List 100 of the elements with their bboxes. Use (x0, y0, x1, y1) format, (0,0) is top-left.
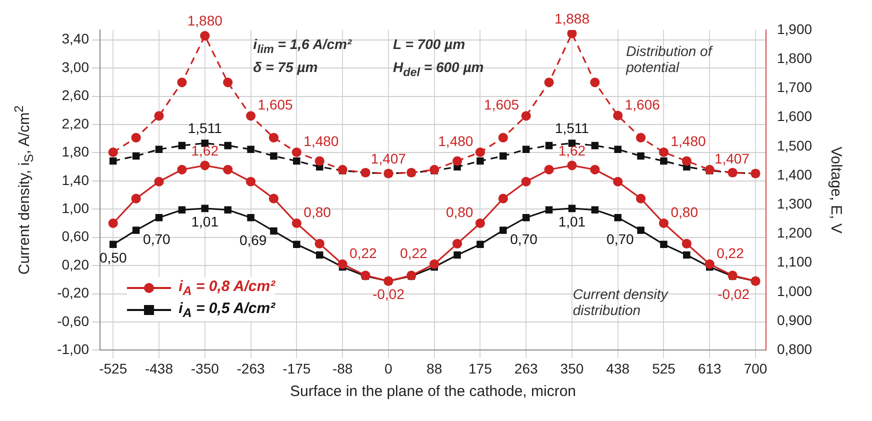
y-tick-label: 0,20 (62, 256, 90, 272)
point (246, 111, 256, 121)
point (270, 152, 278, 160)
point (590, 78, 600, 88)
x-tick-label: 175 (468, 360, 492, 376)
annotation: δ = 75 µm (253, 58, 318, 75)
point (178, 142, 186, 150)
point (292, 147, 302, 158)
point (704, 259, 714, 269)
point (476, 240, 484, 248)
y2-tick-label: 0,900 (777, 312, 812, 328)
point (660, 157, 668, 165)
point (224, 206, 232, 214)
point (177, 164, 187, 174)
data-label: 0,70 (606, 231, 634, 248)
data-label: 1,407 (714, 150, 750, 166)
data-label: 0,69 (239, 232, 267, 248)
data-label: 0,80 (304, 204, 332, 220)
data-label: 1,605 (258, 96, 294, 113)
data-label: 1,01 (558, 213, 586, 230)
y-tick-label: -0,20 (57, 284, 90, 301)
point (246, 176, 256, 186)
point (522, 214, 530, 222)
point (500, 226, 507, 234)
y2-tick-label: 1,100 (777, 254, 812, 270)
point (683, 251, 690, 259)
point (200, 160, 210, 170)
point (452, 156, 462, 166)
point (567, 160, 577, 170)
data-label: 0,80 (670, 204, 698, 220)
data-label: 1,511 (554, 120, 590, 136)
data-label: 1,01 (191, 213, 219, 230)
point (292, 218, 302, 228)
point (314, 156, 324, 166)
point (247, 214, 254, 222)
point (636, 132, 646, 143)
y2-tick-label: 1,700 (777, 79, 812, 96)
data-label: 0,22 (716, 245, 744, 262)
point (316, 251, 324, 259)
point (109, 240, 117, 248)
point (476, 157, 484, 165)
legend-label: i$_{A}$ = 0,5 A/cm² (178, 300, 276, 320)
point (338, 259, 348, 269)
point (544, 164, 554, 174)
x-tick-label: -525 (99, 360, 128, 376)
x-tick-label: 438 (606, 360, 630, 376)
data-label: 0,70 (143, 231, 171, 248)
point (268, 132, 279, 143)
data-label: 0,50 (99, 249, 127, 266)
data-label: 1,480 (438, 133, 474, 150)
point (475, 218, 485, 228)
y2-tick-label: 1,500 (777, 137, 812, 154)
point (545, 142, 553, 150)
point (177, 78, 187, 88)
data-label: 0,22 (350, 245, 377, 262)
x-tick-label: -350 (190, 360, 220, 376)
data-label: 0,22 (400, 245, 428, 262)
point (636, 194, 646, 204)
point (614, 146, 622, 153)
point (131, 132, 141, 143)
y2-tick-label: 1,200 (777, 224, 812, 241)
x-tick-label: -263 (236, 360, 265, 376)
point (201, 204, 209, 212)
y-tick-label: 2,20 (62, 115, 90, 132)
point (223, 164, 233, 174)
point (155, 214, 163, 222)
point (544, 78, 554, 88)
point (132, 152, 140, 160)
point (131, 194, 141, 204)
point (154, 176, 164, 186)
point (452, 238, 462, 248)
point (682, 156, 692, 166)
y2-axis-title: Voltage, E, V (828, 146, 844, 234)
y2-tick-label: 1,000 (777, 282, 812, 299)
y-tick-label: 1,40 (62, 172, 90, 188)
y-tick-label: 3,40 (62, 30, 90, 47)
point (270, 227, 278, 235)
x-tick-label: 263 (514, 360, 538, 376)
point (591, 142, 599, 150)
data-label: 1,888 (554, 10, 590, 26)
point (498, 132, 508, 143)
point (658, 147, 669, 158)
point (590, 164, 600, 174)
point (591, 206, 599, 214)
y2-tick-label: 1,400 (777, 166, 812, 182)
point (658, 218, 669, 228)
y-tick-label: 2,60 (62, 87, 90, 104)
y-tick-label: 1,00 (62, 200, 90, 216)
point (614, 214, 622, 222)
x-tick-label: 0 (384, 360, 393, 376)
y-tick-label: 1,80 (62, 144, 90, 160)
x-tick-label: 88 (426, 360, 442, 376)
point (314, 238, 324, 248)
point (108, 147, 118, 158)
point (637, 152, 644, 160)
x-tick-label: -88 (332, 360, 353, 376)
point (567, 30, 577, 38)
data-label: 1,511 (188, 120, 222, 136)
point (454, 251, 461, 259)
legend-label: i$_{A}$ = 0,8 A/cm² (178, 278, 276, 298)
